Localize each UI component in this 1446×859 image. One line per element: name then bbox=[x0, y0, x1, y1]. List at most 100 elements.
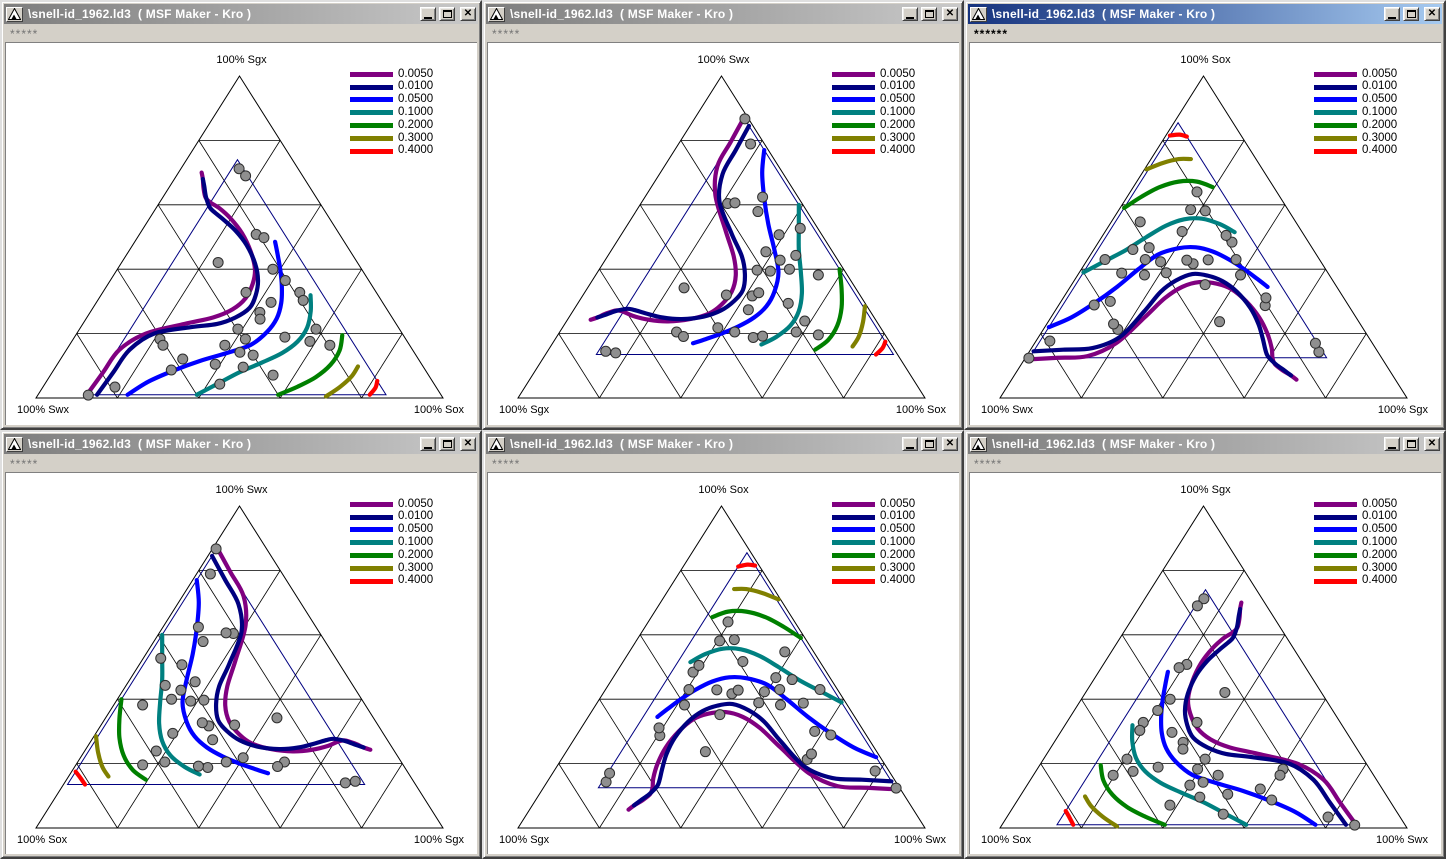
title-bar[interactable]: \snell-id_1962.ld3 ( MSF Maker - Kro ) ✕ bbox=[968, 434, 1442, 454]
close-button[interactable]: ✕ bbox=[942, 437, 958, 451]
close-button[interactable]: ✕ bbox=[1424, 7, 1440, 21]
menu-strip-text: ***** bbox=[974, 457, 1003, 471]
legend-swatch-line bbox=[832, 123, 875, 129]
triangle-grid bbox=[76, 140, 403, 399]
close-button[interactable]: ✕ bbox=[460, 437, 476, 451]
title-bar[interactable]: \snell-id_1962.ld3 ( MSF Maker - Kro ) ✕ bbox=[4, 434, 478, 454]
legend-label: 0.1000 bbox=[880, 536, 916, 549]
app-icon[interactable] bbox=[6, 6, 23, 22]
minimize-button[interactable] bbox=[1384, 7, 1400, 21]
legend-row: 0.3000 bbox=[1314, 132, 1397, 145]
contour-0.4000 bbox=[873, 339, 888, 357]
legend-swatch-line bbox=[1314, 501, 1357, 507]
minimize-button[interactable] bbox=[902, 7, 918, 21]
legend-label: 0.0500 bbox=[398, 523, 434, 536]
legend-swatch-line bbox=[350, 97, 393, 103]
menu-strip[interactable]: ***** bbox=[2, 26, 480, 42]
maximize-button[interactable] bbox=[921, 7, 937, 21]
scatter-points bbox=[600, 113, 824, 359]
app-icon[interactable] bbox=[970, 6, 987, 22]
data-point bbox=[220, 627, 232, 639]
data-point bbox=[177, 353, 189, 365]
data-point bbox=[1152, 761, 1164, 773]
title-bar[interactable]: \snell-id_1962.ld3 ( MSF Maker - Kro ) ✕ bbox=[4, 4, 478, 24]
legend-row: 0.3000 bbox=[350, 562, 433, 575]
close-button[interactable]: ✕ bbox=[942, 7, 958, 21]
legend-swatch-line bbox=[832, 565, 875, 571]
data-point bbox=[232, 323, 244, 335]
app-icon[interactable] bbox=[6, 436, 23, 452]
data-point bbox=[699, 746, 711, 758]
maximize-button[interactable] bbox=[439, 437, 455, 451]
data-point bbox=[757, 191, 769, 203]
app-icon[interactable] bbox=[970, 436, 987, 452]
vertex-label-bottom-right: 100% Swx bbox=[894, 834, 946, 846]
legend-row: 0.2000 bbox=[350, 119, 433, 132]
menu-strip[interactable]: ****** bbox=[966, 26, 1444, 42]
title-bar[interactable]: \snell-id_1962.ld3 ( MSF Maker - Kro ) ✕ bbox=[486, 4, 960, 24]
data-point bbox=[720, 289, 732, 301]
minimize-button[interactable] bbox=[1384, 437, 1400, 451]
maximize-button[interactable] bbox=[921, 437, 937, 451]
ternary-triangle-icon bbox=[972, 438, 985, 450]
menu-strip[interactable]: ***** bbox=[484, 456, 962, 472]
data-point bbox=[1160, 267, 1172, 279]
legend-label: 0.0050 bbox=[880, 67, 916, 80]
data-point bbox=[297, 294, 309, 306]
app-window-1: \snell-id_1962.ld3 ( MSF Maker - Kro ) ✕… bbox=[0, 0, 482, 430]
close-button[interactable]: ✕ bbox=[460, 7, 476, 21]
maximize-button[interactable] bbox=[439, 7, 455, 21]
legend-swatch-line bbox=[350, 553, 393, 559]
data-point bbox=[1121, 753, 1133, 765]
data-point bbox=[1099, 254, 1111, 266]
vertex-label-top: 100% Sgx bbox=[1180, 484, 1231, 496]
app-icon[interactable] bbox=[488, 6, 505, 22]
title-bar[interactable]: \snell-id_1962.ld3 ( MSF Maker - Kro ) ✕ bbox=[486, 434, 960, 454]
data-point bbox=[233, 163, 245, 175]
vertex-label-top: 100% Sgx bbox=[216, 54, 267, 66]
legend-label: 0.4000 bbox=[398, 144, 434, 157]
title-bar[interactable]: \snell-id_1962.ld3 ( MSF Maker - Kro ) ✕ bbox=[968, 4, 1442, 24]
menu-strip[interactable]: ***** bbox=[2, 456, 480, 472]
contour-0.3000 bbox=[732, 586, 781, 602]
legend-swatch-line bbox=[350, 527, 393, 533]
data-point bbox=[739, 113, 751, 125]
data-point bbox=[237, 752, 249, 764]
minimize-icon bbox=[424, 17, 432, 19]
data-point bbox=[1254, 783, 1266, 795]
minimize-icon bbox=[1388, 17, 1396, 19]
data-point bbox=[1173, 662, 1185, 674]
maximize-button[interactable] bbox=[1403, 437, 1419, 451]
legend-label: 0.0050 bbox=[880, 497, 916, 510]
data-point bbox=[1181, 254, 1193, 266]
minimize-button[interactable] bbox=[420, 437, 436, 451]
minimize-button[interactable] bbox=[902, 437, 918, 451]
minimize-button[interactable] bbox=[420, 7, 436, 21]
legend-swatch-line bbox=[1314, 527, 1357, 533]
app-icon[interactable] bbox=[488, 436, 505, 452]
vertex-label-bottom-left: 100% Sgx bbox=[499, 404, 550, 416]
data-point bbox=[1138, 269, 1150, 281]
close-button[interactable]: ✕ bbox=[1424, 437, 1440, 451]
menu-strip-text: ***** bbox=[492, 27, 521, 41]
data-point bbox=[197, 636, 209, 648]
close-icon: ✕ bbox=[463, 438, 473, 449]
data-point bbox=[809, 725, 821, 737]
data-point bbox=[1143, 242, 1155, 254]
menu-strip[interactable]: ***** bbox=[484, 26, 962, 42]
data-point bbox=[1230, 254, 1242, 266]
plot-client-area: 100% Swx 100% Sox 100% Sgx 0.0050 0.0100 0… bbox=[5, 472, 477, 854]
menu-strip-text: ***** bbox=[10, 27, 39, 41]
data-point bbox=[1023, 352, 1035, 364]
maximize-button[interactable] bbox=[1403, 7, 1419, 21]
legend-swatch-line bbox=[832, 71, 875, 77]
data-point bbox=[753, 697, 765, 709]
data-point bbox=[786, 674, 798, 686]
menu-strip[interactable]: ***** bbox=[966, 456, 1444, 472]
legend-row: 0.1000 bbox=[832, 106, 915, 119]
contour-lines bbox=[588, 115, 888, 357]
legend-label: 0.2000 bbox=[398, 118, 434, 131]
legend-swatch-line bbox=[832, 110, 875, 116]
plot-client-area: 100% Swx 100% Sgx 100% Sox 0.0050 0.0100 0… bbox=[487, 42, 959, 425]
